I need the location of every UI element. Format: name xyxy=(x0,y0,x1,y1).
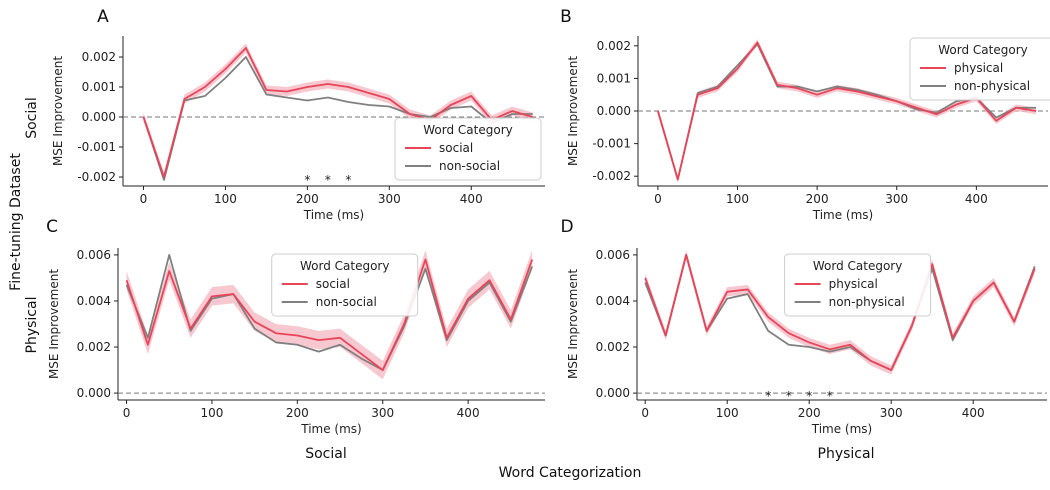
legend: Word Category social non-social xyxy=(394,117,542,181)
significance-star: * xyxy=(765,389,771,403)
y-tick-label: 0.006 xyxy=(77,248,111,262)
legend-title: Word Category xyxy=(938,43,1027,57)
x-tick-label: 300 xyxy=(880,406,903,420)
legend-entry-physical: physical xyxy=(954,61,1003,75)
y-axis-label: MSE Improvement xyxy=(566,269,580,379)
series-line-physical xyxy=(644,254,1036,371)
y-tick-label: -0.002 xyxy=(77,170,116,184)
x-tick-label: 200 xyxy=(296,192,319,206)
legend-entry-social: social xyxy=(316,277,350,291)
x-tick-label: 0 xyxy=(140,192,148,206)
x-tick-label: 400 xyxy=(460,192,483,206)
significance-star: * xyxy=(806,389,812,403)
col-label-social: Social xyxy=(305,446,347,462)
y-tick-label: -0.002 xyxy=(592,169,631,183)
legend-box xyxy=(271,253,419,317)
x-axis-label: Time (ms) xyxy=(812,208,874,222)
panel-d: D 0 100 200 300 400 0.000 0.002 0.004 0.006 Time (… xyxy=(560,217,1047,436)
y-super-label: Fine-tuning Dataset xyxy=(8,153,24,291)
row-label-physical: Physical xyxy=(24,297,40,354)
x-axis-label: Time (ms) xyxy=(300,422,362,436)
y-tick-label: -0.001 xyxy=(77,140,116,154)
panel-letter: A xyxy=(97,7,109,27)
legend-box xyxy=(784,253,932,317)
series-line-non-social xyxy=(125,254,534,371)
x-tick-label: 300 xyxy=(371,406,394,420)
y-tick-label: 0.004 xyxy=(77,294,111,308)
legend: Word Category physical non-physical xyxy=(784,253,932,317)
panel-letter: B xyxy=(560,7,572,27)
legend-entry-non-physical: non-physical xyxy=(954,79,1030,93)
y-tick-label: 0.000 xyxy=(77,386,111,400)
panel-letter: C xyxy=(46,217,58,237)
x-tick-label: 200 xyxy=(798,406,821,420)
significance-star: * xyxy=(345,173,351,187)
significance-star: * xyxy=(304,173,310,187)
legend: Word Category physical non-physical xyxy=(909,37,1050,101)
significance-star: * xyxy=(827,389,833,403)
series-line-social xyxy=(125,258,534,371)
significance-star: * xyxy=(786,389,792,403)
legend-entry-physical: physical xyxy=(829,277,878,291)
y-tick-label: 0.002 xyxy=(597,39,631,53)
legend-entry-non-social: non-social xyxy=(439,159,500,173)
y-tick-label: 0.006 xyxy=(596,248,630,262)
panel-c: C 0 100 200 300 400 0.000 0.002 0.004 0.006 Time (… xyxy=(46,217,545,436)
legend-title: Word Category xyxy=(423,123,512,137)
x-tick-label: 100 xyxy=(716,406,739,420)
x-tick-label: 0 xyxy=(641,406,649,420)
legend: Word Category social non-social xyxy=(271,253,419,317)
panel-letter: D xyxy=(560,217,573,237)
x-tick-label: 100 xyxy=(214,192,237,206)
x-tick-label: 400 xyxy=(962,406,985,420)
x-tick-label: 300 xyxy=(378,192,401,206)
y-tick-label: 0.004 xyxy=(596,294,630,308)
significance-star: * xyxy=(325,173,331,187)
panel-a: A 0 100 200 300 400 -0.002 -0.001 0.000 0.001 0.00… xyxy=(51,7,545,222)
y-tick-label: -0.001 xyxy=(592,137,631,151)
legend-entry-non-social: non-social xyxy=(316,295,377,309)
x-tick-label: 300 xyxy=(885,192,908,206)
series-line-social xyxy=(142,47,533,178)
y-tick-label: 0.000 xyxy=(596,386,630,400)
legend-entry-social: social xyxy=(439,141,473,155)
y-axis-label: MSE Improvement xyxy=(51,56,65,166)
x-tick-label: 100 xyxy=(726,192,749,206)
series-band xyxy=(126,250,533,380)
y-tick-label: 0.002 xyxy=(82,50,116,64)
col-label-physical: Physical xyxy=(818,446,875,462)
legend-box xyxy=(909,37,1050,101)
y-tick-label: 0.002 xyxy=(596,340,630,354)
legend-box xyxy=(394,117,542,181)
x-tick-label: 400 xyxy=(457,406,480,420)
x-tick-label: 0 xyxy=(123,406,131,420)
legend-title: Word Category xyxy=(813,259,902,273)
x-axis-label: Time (ms) xyxy=(303,208,365,222)
y-axis-label: MSE Improvement xyxy=(566,56,580,166)
x-tick-label: 100 xyxy=(200,406,223,420)
y-axis-label: MSE Improvement xyxy=(47,269,61,379)
x-tick-label: 200 xyxy=(806,192,829,206)
y-tick-label: 0.000 xyxy=(82,110,116,124)
row-label-social: Social xyxy=(24,97,40,139)
series-line-non-social xyxy=(142,56,533,181)
panels: A 0 100 200 300 400 -0.002 -0.001 0.000 0.001 0.00… xyxy=(46,7,1050,436)
legend-entry-non-physical: non-physical xyxy=(829,295,905,309)
legend-title: Word Category xyxy=(300,259,389,273)
x-tick-label: 400 xyxy=(965,192,988,206)
y-tick-label: 0.001 xyxy=(597,71,631,85)
x-tick-label: 200 xyxy=(286,406,309,420)
x-super-label: Word Categorization xyxy=(499,465,642,481)
y-tick-label: 0.001 xyxy=(82,80,116,94)
panel-b: B 0 100 200 300 400 -0.002 -0.001 0.000 0.001 0.00… xyxy=(560,7,1050,222)
y-tick-label: 0.002 xyxy=(77,340,111,354)
x-tick-label: 0 xyxy=(654,192,662,206)
y-tick-label: 0.000 xyxy=(597,104,631,118)
x-axis-label: Time (ms) xyxy=(811,422,873,436)
